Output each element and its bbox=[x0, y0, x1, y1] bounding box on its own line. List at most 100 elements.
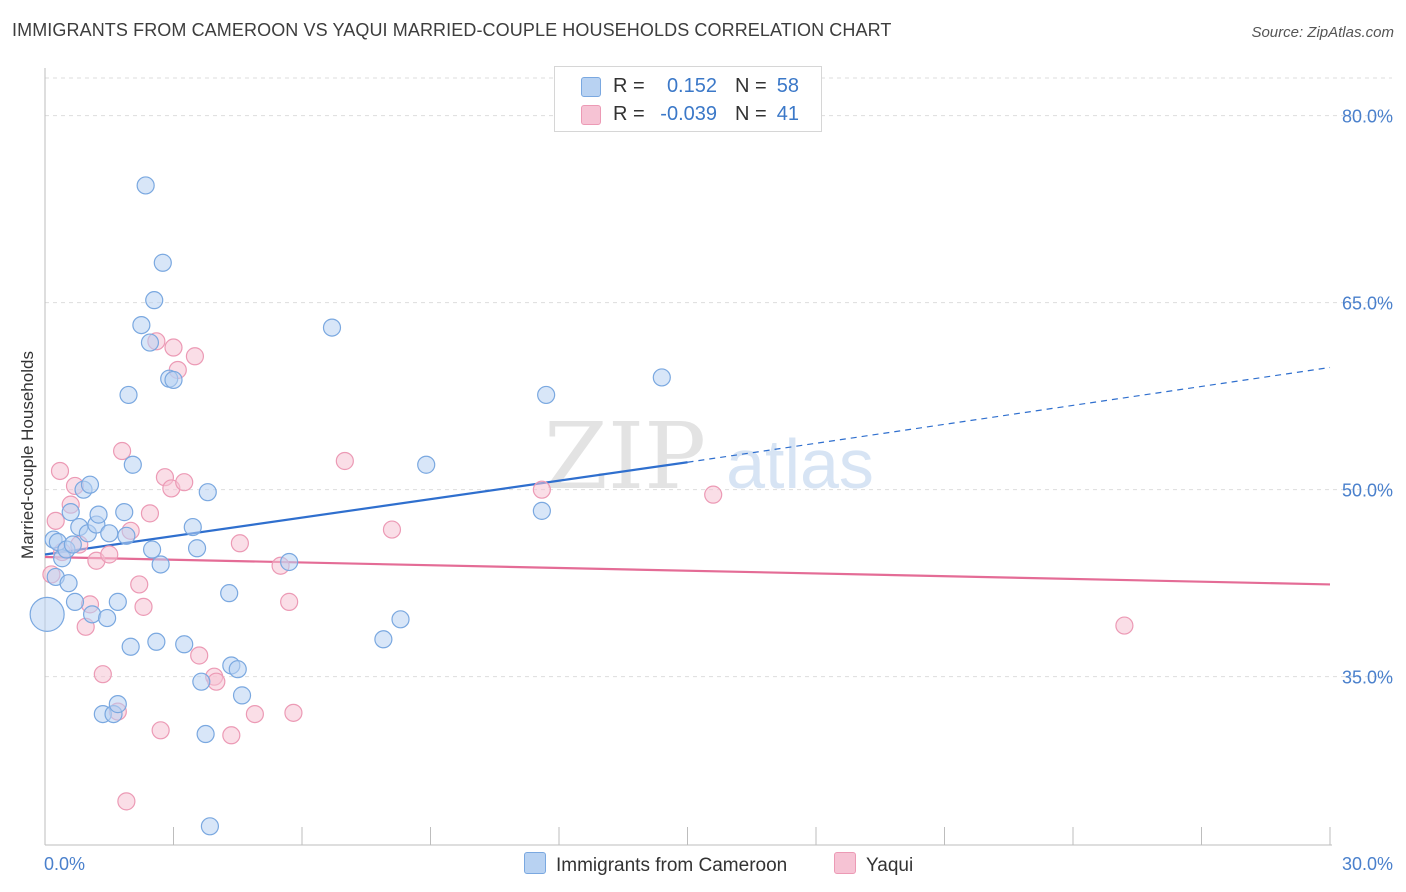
point-yaqui bbox=[50, 461, 70, 481]
y-tick-label: 65.0% bbox=[1342, 294, 1393, 314]
legend-swatch-yaqui bbox=[834, 852, 856, 874]
legend-n-value: 58 bbox=[776, 75, 799, 97]
series-legend-cameroon: Immigrants from Cameroon bbox=[524, 852, 787, 877]
point-yaqui bbox=[532, 480, 551, 499]
point-yaqui bbox=[112, 441, 132, 461]
point-cameroon bbox=[145, 291, 164, 310]
point-cameroon bbox=[220, 584, 239, 603]
point-cameroon bbox=[117, 526, 136, 545]
point-cameroon bbox=[142, 540, 162, 559]
point-cameroon bbox=[108, 592, 127, 611]
point-cameroon bbox=[59, 574, 78, 593]
point-cameroon bbox=[83, 605, 102, 624]
legend-row-yaqui: R = -0.039 N = 41 bbox=[555, 101, 821, 129]
watermark-zip: ZIP bbox=[544, 403, 706, 510]
point-cameroon bbox=[532, 501, 551, 520]
point-cameroon bbox=[119, 385, 138, 405]
point-yaqui bbox=[130, 575, 149, 594]
grid-lines bbox=[45, 77, 1392, 678]
legend-n-label: N = bbox=[735, 103, 767, 125]
point-cameroon bbox=[151, 555, 170, 574]
legend-swatch-cameroon bbox=[581, 77, 601, 97]
point-cameroon bbox=[140, 333, 160, 352]
legend-n-label: N = bbox=[735, 75, 767, 97]
series-legend-yaqui: Yaqui bbox=[834, 852, 913, 877]
point-cameroon bbox=[108, 695, 127, 714]
point-cameroon bbox=[280, 552, 299, 572]
point-cameroon bbox=[198, 483, 217, 502]
axes bbox=[44, 68, 1332, 846]
stats-legend: R = 0.152 N = 58 R = -0.039 N = 41 bbox=[554, 66, 822, 132]
point-yaqui bbox=[46, 511, 65, 530]
point-cameroon bbox=[29, 596, 65, 632]
tick-labels: 80.0% 65.0% 50.0% 35.0% 0.0% 30.0% bbox=[44, 107, 1393, 874]
trend-line-cameroon bbox=[44, 461, 688, 556]
legend-series-name: Immigrants from Cameroon bbox=[556, 855, 788, 876]
point-cameroon bbox=[89, 505, 108, 524]
watermark: ZIP atlas bbox=[544, 403, 874, 510]
source-credit: Source: ZipAtlas.com bbox=[1251, 24, 1394, 41]
watermark-atlas: atlas bbox=[726, 425, 874, 503]
point-yaqui bbox=[140, 504, 160, 523]
legend-r-label: R = bbox=[613, 75, 645, 97]
trend-line-cameroon-extrapolated bbox=[687, 366, 1331, 463]
point-yaqui bbox=[134, 597, 153, 616]
y-tick-label: 50.0% bbox=[1342, 481, 1393, 501]
legend-swatch-yaqui bbox=[581, 105, 601, 125]
point-yaqui bbox=[190, 646, 209, 665]
y-tick-label: 35.0% bbox=[1342, 668, 1393, 688]
point-yaqui bbox=[222, 726, 241, 745]
legend-swatch-cameroon bbox=[524, 852, 546, 874]
point-yaqui bbox=[117, 792, 136, 811]
chart-title: IMMIGRANTS FROM CAMEROON VS YAQUI MARRIE… bbox=[12, 20, 892, 40]
point-cameroon bbox=[391, 610, 410, 629]
point-cameroon bbox=[200, 817, 220, 836]
point-yaqui bbox=[175, 473, 194, 492]
point-cameroon bbox=[123, 455, 142, 474]
point-yaqui bbox=[335, 451, 354, 471]
point-yaqui bbox=[280, 592, 299, 611]
point-cameroon bbox=[136, 176, 155, 195]
point-yaqui bbox=[230, 534, 249, 553]
point-yaqui bbox=[93, 665, 112, 684]
point-cameroon bbox=[147, 632, 166, 651]
point-cameroon bbox=[80, 475, 100, 494]
point-cameroon bbox=[232, 686, 252, 705]
point-cameroon bbox=[374, 630, 393, 649]
point-yaqui bbox=[185, 347, 205, 366]
point-yaqui bbox=[164, 338, 183, 357]
point-yaqui bbox=[284, 703, 303, 722]
x-tick-label: 0.0% bbox=[44, 854, 85, 874]
point-yaqui bbox=[382, 520, 402, 539]
point-cameroon bbox=[164, 370, 183, 390]
point-yaqui bbox=[100, 545, 119, 564]
data-points bbox=[29, 176, 1134, 836]
legend-r-value: 0.152 bbox=[666, 75, 717, 97]
legend-r-label: R = bbox=[613, 103, 645, 125]
point-cameroon bbox=[98, 608, 117, 628]
point-yaqui bbox=[1115, 616, 1134, 635]
point-cameroon bbox=[175, 635, 194, 654]
legend-n-value: 41 bbox=[776, 103, 799, 125]
point-cameroon bbox=[652, 368, 671, 387]
point-cameroon bbox=[322, 318, 342, 337]
x-tick-label: 30.0% bbox=[1342, 854, 1393, 874]
point-cameroon bbox=[115, 503, 134, 522]
trend-line-yaqui bbox=[44, 555, 1331, 586]
y-axis-label: Married-couple Households bbox=[18, 351, 37, 559]
point-cameroon bbox=[196, 724, 215, 744]
point-cameroon bbox=[228, 660, 247, 679]
point-cameroon bbox=[61, 503, 80, 522]
y-tick-label: 80.0% bbox=[1342, 107, 1393, 127]
legend-row-cameroon: R = 0.152 N = 58 bbox=[555, 73, 821, 101]
point-cameroon bbox=[65, 592, 85, 611]
point-cameroon bbox=[153, 253, 172, 272]
point-cameroon bbox=[121, 637, 140, 656]
legend-series-name: Yaqui bbox=[866, 855, 914, 876]
point-cameroon bbox=[537, 385, 556, 405]
point-cameroon bbox=[417, 455, 436, 474]
trend-lines bbox=[44, 366, 1331, 586]
point-cameroon bbox=[100, 524, 119, 543]
point-cameroon bbox=[187, 539, 207, 558]
